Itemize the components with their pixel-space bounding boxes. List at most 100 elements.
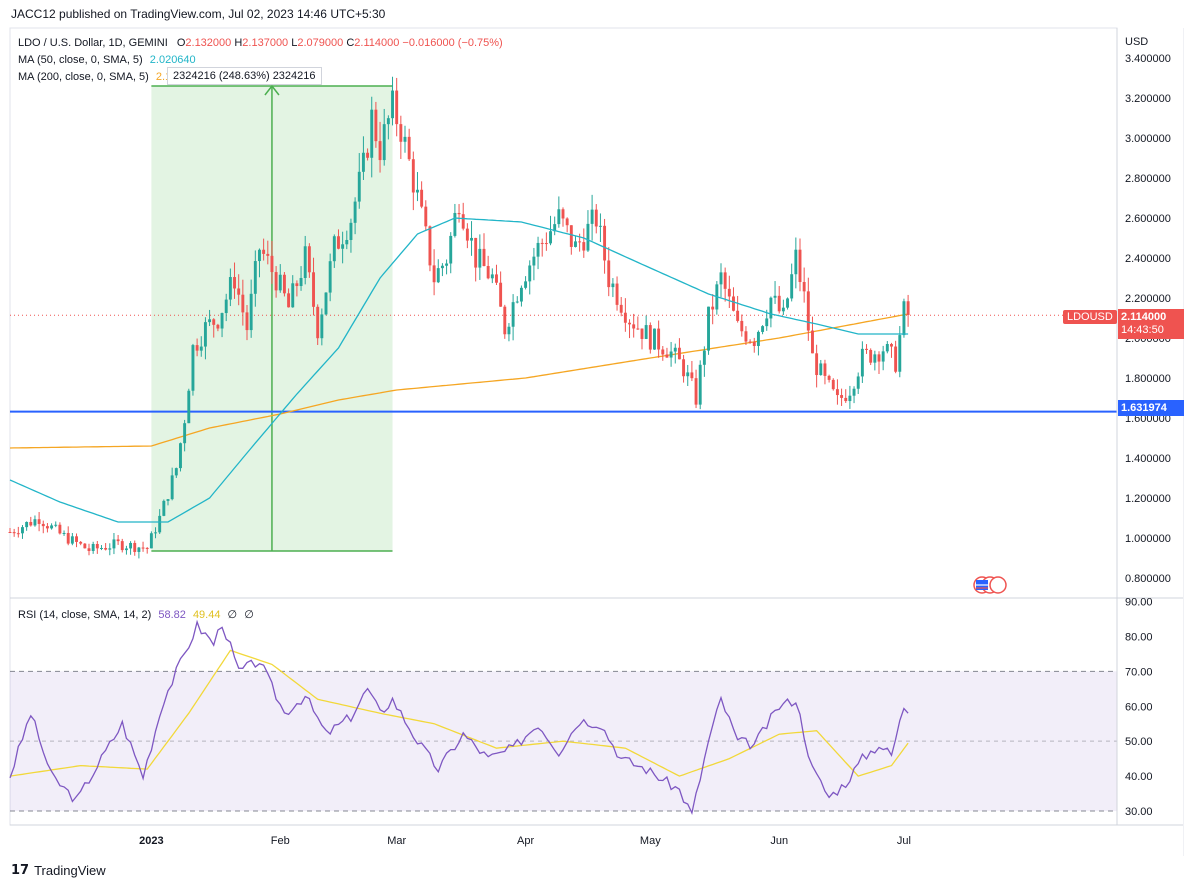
candle-body: [299, 277, 303, 287]
candle-body: [549, 231, 552, 244]
candle-body: [515, 301, 519, 303]
symbol-label[interactable]: LDO / U.S. Dollar, 1D, GEMINI: [18, 37, 168, 49]
publisher-line: JACC12 published on TradingView.com, Jul…: [11, 7, 386, 21]
candle-body: [79, 541, 83, 544]
candle-body: [370, 109, 374, 158]
candle-body: [154, 532, 157, 534]
candle-body: [786, 298, 789, 308]
tradingview-logo-icon[interactable]: 𝟭𝟳: [11, 863, 30, 878]
rsi-pane: [9, 619, 1117, 816]
measure-tool: [151, 84, 393, 552]
candle-body: [885, 344, 889, 352]
candle-body: [777, 295, 781, 312]
candle-body: [162, 500, 166, 516]
candle-body: [179, 443, 182, 469]
candle-body: [806, 291, 810, 331]
candle-body: [686, 372, 690, 377]
low-value: 2.079000: [297, 37, 344, 49]
candle-body: [586, 223, 590, 251]
candle-body: [844, 397, 848, 402]
candle-body: [761, 326, 765, 332]
time-tick-label: Mar: [387, 835, 406, 847]
price-tick-label: 2.600000: [1125, 213, 1171, 225]
candle-body: [21, 527, 24, 534]
candle-body: [403, 136, 407, 142]
rsi-value: 58.82: [158, 609, 186, 621]
support-level: [10, 314, 1117, 413]
candle-body: [87, 548, 91, 551]
candle-body: [233, 277, 236, 289]
ma200-label: MA (200, close, 0, SMA, 5): [18, 71, 149, 83]
ma50-legend[interactable]: MA (50, close, 0, SMA, 5) 2.020640: [18, 54, 196, 66]
candle-body: [553, 224, 557, 232]
time-tick-label: 2023: [139, 835, 163, 847]
candle-body: [732, 296, 735, 311]
flag-icon[interactable]: [973, 576, 1015, 594]
candle-body: [465, 228, 469, 241]
rsi-extra-2: ∅: [244, 609, 254, 621]
candle-body: [133, 542, 137, 552]
candle-body: [295, 283, 299, 287]
candle-body: [75, 536, 78, 542]
candle-body: [216, 324, 220, 329]
footer-brand[interactable]: TradingView: [34, 863, 106, 878]
candle-body: [241, 294, 245, 313]
candle-body: [540, 242, 544, 244]
candle-body: [603, 225, 607, 261]
candle-body: [208, 319, 212, 323]
candle-body: [374, 109, 378, 142]
candle-body: [8, 532, 12, 533]
rsi-legend[interactable]: RSI (14, close, SMA, 14, 2) 58.82 49.44 …: [18, 608, 254, 621]
candle-body: [129, 542, 133, 549]
candle-body: [12, 532, 16, 534]
candle-body: [262, 249, 266, 254]
candle-body: [860, 348, 864, 377]
price-legend: LDO / U.S. Dollar, 1D, GEMINI O2.132000 …: [18, 37, 503, 49]
currency-label[interactable]: USD: [1125, 36, 1149, 48]
candle-body: [698, 364, 702, 405]
rsi-tick-label: 70.00: [1125, 666, 1153, 678]
candle-body: [25, 521, 29, 528]
candle-body: [124, 548, 128, 551]
candle-body: [677, 347, 681, 360]
candle-body: [353, 201, 357, 223]
price-tick-label: 3.200000: [1125, 93, 1171, 105]
measure-label: 2324216 (248.63%) 2324216: [173, 70, 316, 82]
high-label: H: [234, 37, 243, 49]
candle-body: [744, 331, 748, 342]
footer: 𝟭𝟳 TradingView: [11, 863, 106, 878]
ma200-line: [9, 313, 909, 449]
price-tick-label: 1.400000: [1125, 453, 1171, 465]
candle-body: [765, 318, 769, 327]
candle-body: [881, 351, 885, 362]
candle-body: [120, 541, 124, 551]
candle-body: [790, 274, 794, 299]
candle-body: [440, 265, 444, 269]
candle-body: [145, 547, 149, 549]
price-tick-label: 1.200000: [1125, 493, 1171, 505]
price-tick-label: 2.200000: [1125, 293, 1171, 305]
rsi-tick-label: 60.00: [1125, 701, 1153, 713]
candle-body: [781, 307, 785, 312]
candle-body: [752, 341, 756, 346]
candle-body: [332, 236, 336, 262]
candle-body: [657, 328, 661, 350]
candle-body: [224, 299, 228, 314]
candle-body: [532, 256, 536, 266]
candle-body: [108, 548, 112, 550]
candle-body: [869, 349, 873, 363]
candle-body: [29, 521, 33, 526]
candle-body: [62, 532, 66, 534]
candle-body: [690, 372, 694, 379]
candle-body: [727, 288, 731, 297]
candle-body: [819, 363, 823, 376]
candle-body: [166, 499, 170, 501]
candle-body: [561, 209, 565, 219]
candle-body: [253, 261, 257, 294]
candle-body: [574, 241, 577, 247]
change-value: −0.016000 (−0.75%): [402, 37, 503, 49]
candle-body: [461, 214, 465, 229]
candle-body: [852, 388, 856, 396]
candle-body: [54, 524, 58, 526]
